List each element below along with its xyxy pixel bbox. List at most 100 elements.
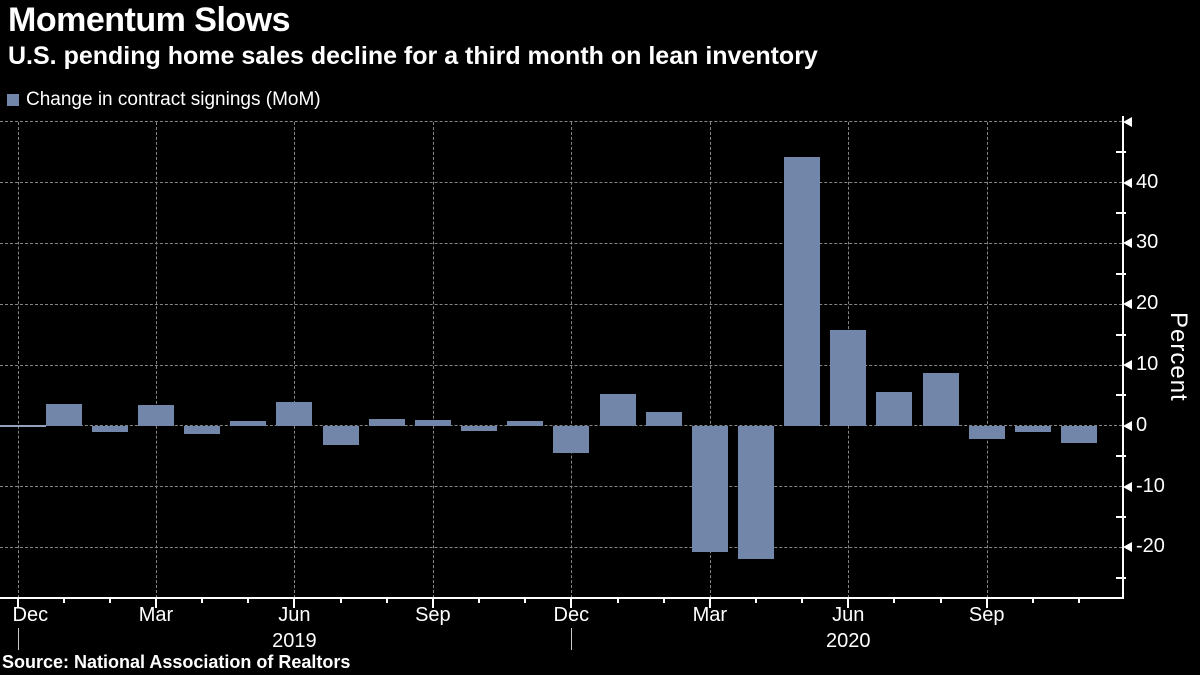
x-minor-tick (385, 598, 388, 603)
bar-oct-2019 (461, 425, 498, 431)
bar-jun-2019 (276, 402, 313, 426)
x-tick-label: Sep (968, 604, 1005, 626)
x-minor-tick (893, 598, 896, 603)
y-gridline (0, 182, 1122, 184)
year-label: 2020 (826, 630, 871, 652)
y-axis-line (1122, 116, 1124, 598)
year-divider (571, 628, 573, 650)
y-gridline (0, 486, 1122, 488)
chart-subtitle: U.S. pending home sales decline for a th… (8, 42, 818, 70)
x-gridline (155, 121, 157, 598)
bar-nov-2020 (1061, 425, 1098, 443)
bar-may-2019 (230, 420, 267, 426)
x-minor-tick (524, 598, 527, 603)
x-tick-label: Jun (832, 604, 865, 626)
y-minor-tick (1116, 394, 1126, 397)
x-major-tick (431, 598, 434, 608)
y-tick-label: -10 (1136, 474, 1165, 497)
year-label: 2019 (272, 630, 317, 652)
x-major-tick (847, 598, 850, 608)
x-major-tick (293, 598, 296, 608)
legend-label: Change in contract signings (MoM) (26, 89, 321, 110)
x-major-tick (570, 598, 573, 608)
x-axis-line (0, 597, 1124, 599)
x-minor-tick (939, 598, 942, 603)
x-gridline (294, 121, 296, 598)
y-minor-tick (1116, 272, 1126, 275)
y-minor-tick (1116, 516, 1126, 518)
x-minor-tick (1031, 598, 1034, 603)
y-tick-label: 20 (1136, 292, 1159, 315)
bar-apr-2020 (737, 425, 774, 559)
x-minor-tick (616, 598, 619, 603)
y-gridline (0, 242, 1122, 244)
y-major-tick-arrow (1123, 299, 1132, 310)
x-tick-label: Sep (415, 604, 451, 626)
legend: Change in contract signings (MoM) (7, 89, 321, 111)
bar-jun-2020 (830, 329, 867, 426)
x-tick-label: Dec (553, 604, 590, 626)
x-major-tick (985, 598, 988, 608)
bar-oct-2020 (1014, 425, 1051, 433)
bar-aug-2020 (922, 372, 959, 426)
y-major-tick-arrow (1123, 116, 1132, 127)
y-tick-label: 0 (1136, 413, 1148, 436)
bar-feb-2020 (645, 412, 682, 426)
x-minor-tick (801, 598, 804, 603)
x-minor-tick (201, 598, 204, 603)
bar-mar-2020 (691, 425, 728, 553)
x-gridline (709, 121, 711, 598)
source-line: Source: National Association of Realtors (2, 652, 351, 672)
y-minor-tick (1116, 333, 1126, 336)
x-major-tick (154, 598, 157, 608)
bar-dec-2019 (553, 425, 590, 454)
chart-title: Momentum Slows (8, 1, 291, 39)
x-major-tick (16, 598, 19, 608)
x-minor-tick (339, 598, 342, 603)
y-gridline (0, 121, 1122, 123)
y-tick-label: 30 (1136, 231, 1159, 254)
x-tick-label: Mar (692, 604, 728, 626)
bar-apr-2019 (184, 425, 221, 434)
legend-swatch-icon (7, 94, 19, 106)
x-minor-tick (662, 598, 665, 603)
y-tick-label: 10 (1136, 353, 1159, 376)
zero-baseline (0, 424, 46, 427)
x-tick-label: Jun (278, 604, 311, 626)
y-minor-tick (1116, 455, 1126, 458)
bar-nov-2019 (507, 420, 544, 426)
y-major-tick-arrow (1123, 420, 1132, 431)
y-tick-label: -20 (1136, 535, 1165, 558)
x-gridline (17, 121, 19, 598)
y-major-tick-arrow (1123, 542, 1132, 553)
bar-aug-2019 (368, 419, 405, 426)
x-minor-tick (108, 598, 111, 603)
y-tick-label: 40 (1136, 170, 1159, 193)
y-minor-tick (1116, 212, 1126, 214)
y-major-tick-arrow (1123, 238, 1132, 249)
bar-jul-2019 (322, 425, 359, 446)
bar-sep-2020 (968, 425, 1005, 439)
x-minor-tick (754, 598, 757, 603)
bar-jan-2019 (45, 403, 82, 426)
bar-jul-2020 (876, 391, 913, 426)
x-major-tick (708, 598, 711, 608)
x-minor-tick (62, 598, 65, 603)
x-minor-tick (478, 598, 481, 603)
x-gridline (571, 121, 573, 598)
y-gridline (0, 303, 1122, 305)
x-minor-tick (247, 598, 250, 603)
x-minor-tick (1078, 598, 1081, 603)
y-major-tick-arrow (1123, 481, 1132, 492)
y-minor-tick (1116, 576, 1126, 579)
y-major-tick-arrow (1123, 177, 1132, 188)
bar-feb-2019 (91, 425, 128, 433)
y-minor-tick (1116, 151, 1126, 154)
bar-may-2020 (784, 157, 821, 426)
y-gridline (0, 546, 1122, 548)
x-gridline (986, 121, 988, 598)
bar-sep-2019 (414, 419, 451, 426)
x-tick-label: Dec (12, 604, 49, 626)
